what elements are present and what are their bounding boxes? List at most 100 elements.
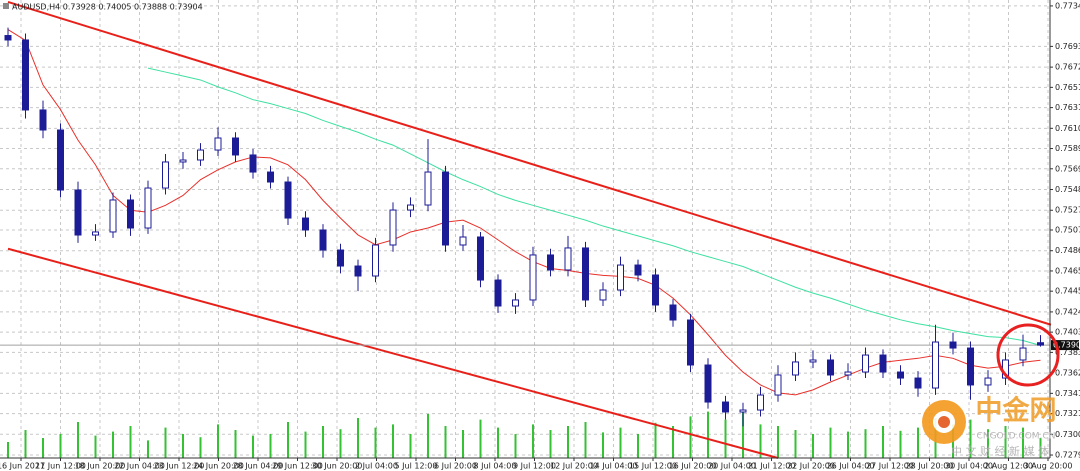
candle-body: [564, 247, 572, 271]
y-tick-label: 0.73000: [1055, 430, 1080, 439]
moving-average: [147, 67, 1041, 346]
candle-body: [284, 181, 292, 219]
x-tick-label: 22 Jul 20:00: [787, 462, 835, 471]
candle-body: [249, 154, 257, 173]
x-tick-label: 3 Aug 20:00: [1024, 462, 1073, 471]
candle-body: [22, 39, 29, 111]
candle-body: [477, 236, 484, 281]
candle-body: [109, 199, 117, 233]
candle-body: [494, 279, 502, 307]
candle-body: [844, 371, 852, 376]
y-tick-label: 0.74655: [1055, 266, 1080, 275]
x-tick-label: 23 Jun 12:00: [154, 462, 205, 471]
y-tick-label: 0.76515: [1055, 83, 1080, 92]
candle-body: [949, 341, 957, 349]
y-tick-label: 0.72790: [1055, 451, 1080, 460]
candle-body: [424, 171, 432, 206]
candle-body: [162, 161, 169, 189]
logo-core: [938, 416, 950, 428]
candle-body: [179, 159, 187, 163]
x-tick-label: 21 Jul 12:00: [748, 462, 796, 471]
x-tick-label: 6 Jul 20:00: [434, 462, 477, 471]
candle-body: [267, 171, 274, 183]
candle-body: [809, 359, 817, 363]
candle-body: [722, 401, 729, 413]
watermark: 中金网 CNGOLD.COM.CN 中 文 财 经 新 媒 体: [922, 395, 1057, 458]
candle-body: [232, 137, 239, 156]
candle-body: [599, 289, 607, 301]
y-tick-label: 0.76930: [1055, 42, 1080, 51]
candle-body: [354, 265, 362, 277]
x-tick-label: 14 Jul 04:00: [590, 462, 638, 471]
candle-body: [4, 35, 12, 41]
candle-body: [879, 354, 887, 373]
x-tick-label: 16 Jun 2021: [0, 462, 45, 471]
y-tick-label: 0.75270: [1055, 206, 1080, 215]
candle-body: [319, 229, 327, 251]
y-tick-label: 0.75480: [1055, 185, 1080, 194]
trendline: [7, 247, 779, 459]
candle-body: [57, 129, 64, 191]
x-tick-label: 8 Jul 04:00: [474, 462, 517, 471]
y-tick-label: 0.76720: [1055, 63, 1080, 72]
candle-body: [442, 171, 449, 246]
candle-body: [389, 209, 397, 246]
x-tick-label: 30 Jul 04:00: [945, 462, 993, 471]
candle-body: [984, 377, 992, 386]
candle-body: [407, 204, 414, 211]
volumes: [7, 410, 1042, 458]
candles: [4, 27, 1044, 427]
candle-body: [897, 371, 904, 379]
y-tick-label: 0.74450: [1055, 287, 1080, 296]
x-tick-label: 18 Jun 20:00: [75, 462, 126, 471]
candle-body: [1037, 342, 1044, 346]
grid: [0, 0, 1050, 458]
y-tick-label: 0.76100: [1055, 124, 1080, 133]
y-tick-label: 0.75895: [1055, 144, 1080, 153]
x-tick-label: 16 Jul 20:00: [669, 462, 717, 471]
x-tick-label: 26 Jul 04:00: [827, 462, 875, 471]
candle-body: [739, 409, 747, 413]
x-tick-label: 2 Aug 12:00: [984, 462, 1033, 471]
candle-body: [302, 217, 309, 231]
candle-body: [582, 247, 589, 301]
candle-body: [74, 189, 82, 236]
y-tick-label: 0.75690: [1055, 164, 1080, 173]
indicators: [0, 1, 1052, 459]
chart-title: AUDUSD,H4 0.73928 0.74005 0.73888 0.7390…: [12, 3, 203, 12]
candle-body: [687, 319, 694, 366]
candle-body: [634, 264, 642, 276]
x-tick-label: 5 Jul 12:00: [395, 462, 438, 471]
trendline: [7, 1, 1052, 326]
candle-body: [197, 149, 204, 161]
y-tick-label: 0.73620: [1055, 369, 1080, 378]
x-tick-label: 27 Jul 12:00: [866, 462, 914, 471]
y-tick-label: 0.74860: [1055, 246, 1080, 255]
candle-body: [827, 359, 834, 376]
highlight-circle: [996, 323, 1060, 387]
x-tick-label: 12 Jul 20:00: [550, 462, 598, 471]
candle-body: [1019, 347, 1027, 361]
last-price-label: 0.73904: [1053, 341, 1080, 350]
y-tick-label: 0.73830: [1055, 348, 1080, 357]
candle-body: [669, 304, 677, 321]
x-tick-label: 28 Jul 20:00: [906, 462, 954, 471]
x-tick-label: 24 Jun 20:00: [193, 462, 244, 471]
candle-body: [512, 299, 519, 307]
symbol-icon: [3, 3, 9, 9]
x-tick-label: 29 Jun 12:00: [272, 462, 323, 471]
y-tick-label: 0.77340: [1055, 1, 1080, 10]
y-tick-label: 0.73415: [1055, 389, 1080, 398]
candle-body: [459, 236, 467, 246]
candle-body: [774, 374, 782, 396]
x-tick-label: 30 Jun 20:00: [312, 462, 363, 471]
candle-body: [127, 199, 134, 229]
y-tick-label: 0.75070: [1055, 225, 1080, 234]
candle-body: [704, 364, 712, 403]
candle-body: [914, 377, 922, 389]
x-tick-label: 9 Jul 12:00: [513, 462, 556, 471]
candle-body: [862, 354, 869, 373]
